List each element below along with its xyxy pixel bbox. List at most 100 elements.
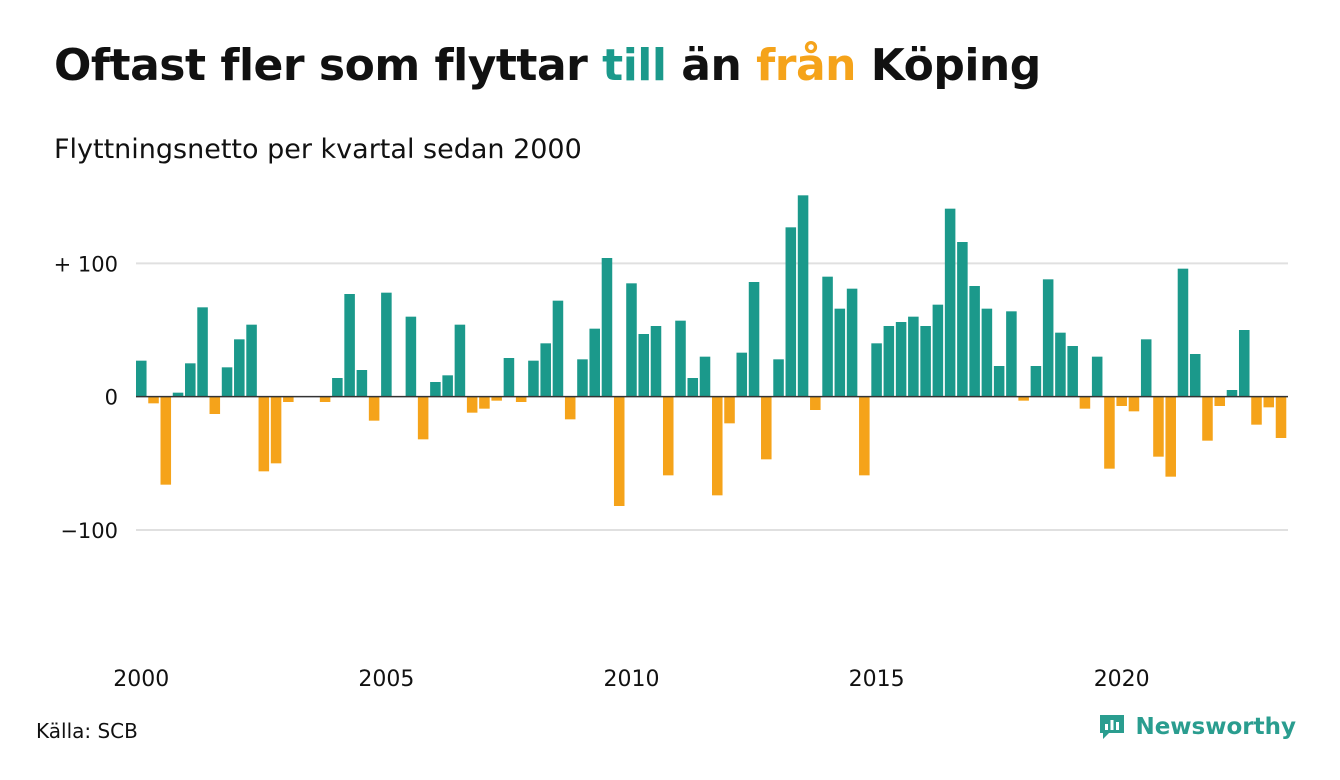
bar (1153, 396, 1164, 457)
bar (761, 396, 772, 460)
bar (1128, 396, 1140, 412)
bar (552, 300, 564, 397)
x-tick-label: 2005 (358, 667, 414, 692)
bar (993, 366, 1005, 397)
bar (601, 258, 613, 397)
bar (466, 396, 478, 413)
bar (185, 363, 196, 397)
y-tick-label: + 100 (54, 252, 118, 276)
bar (957, 242, 968, 397)
bar (1042, 279, 1054, 397)
bar (148, 396, 159, 404)
bar (528, 360, 539, 397)
bar (479, 396, 490, 409)
bar (209, 396, 221, 414)
bar-chart: + 100 0 −100 2000 2005 2010 2015 2020 (54, 195, 1288, 692)
bar (944, 208, 956, 397)
bar (1091, 356, 1103, 397)
bar (1104, 396, 1115, 469)
bar (405, 316, 417, 397)
bar (662, 396, 674, 476)
gridlines (136, 262, 1288, 531)
title-part-2: än (666, 40, 757, 91)
bar (883, 326, 895, 397)
brand-name: Newsworthy (1135, 714, 1296, 740)
x-tick-label: 2015 (849, 667, 905, 692)
bar (895, 322, 907, 397)
bar (1275, 396, 1287, 438)
bar (234, 339, 245, 397)
bar (1189, 354, 1201, 397)
bar (846, 288, 858, 397)
bar (491, 396, 502, 401)
bar (503, 358, 515, 397)
x-axis-labels: 2000 2005 2010 2015 2020 (113, 667, 1149, 692)
bar (650, 326, 662, 397)
bar (1177, 268, 1189, 397)
bar (969, 286, 980, 397)
bar (822, 276, 833, 397)
bar (515, 396, 527, 402)
bar (564, 396, 576, 420)
chart-title: Oftast fler som flyttar till än från Köp… (54, 40, 1041, 91)
bar (699, 356, 711, 397)
bar (687, 378, 699, 397)
bar (748, 282, 760, 397)
bar (736, 352, 748, 397)
bar (871, 343, 882, 397)
bar (785, 227, 797, 397)
bar (932, 304, 944, 397)
bar (246, 324, 257, 397)
y-tick-label: 0 (105, 386, 118, 410)
bar (283, 396, 294, 402)
bar (197, 307, 208, 397)
bar (626, 283, 637, 397)
bar (136, 360, 147, 397)
source-note: Källa: SCB (36, 719, 138, 743)
bar (712, 396, 723, 496)
bar (859, 396, 870, 476)
x-tick-label: 2010 (603, 667, 659, 692)
bar (1214, 396, 1226, 406)
bar (675, 320, 686, 397)
bar (1030, 366, 1042, 397)
bar (430, 382, 441, 397)
bar (442, 375, 453, 397)
bar (160, 396, 172, 485)
bar (1263, 396, 1275, 408)
bar (1202, 396, 1213, 441)
title-part-3: Köping (855, 40, 1041, 91)
bar (810, 396, 821, 410)
bar (1238, 330, 1250, 397)
bar (577, 359, 588, 397)
bar (454, 324, 466, 397)
bar (356, 370, 368, 397)
bar (417, 396, 429, 440)
bar (920, 326, 931, 397)
bar (613, 396, 625, 506)
bar (1165, 396, 1176, 477)
bar (1140, 339, 1152, 397)
bar (1251, 396, 1262, 425)
bar (908, 316, 919, 397)
bar (981, 308, 993, 397)
bar (724, 396, 735, 424)
newsworthy-logo-icon (1100, 715, 1125, 739)
y-axis-labels: + 100 0 −100 (54, 252, 118, 543)
bar (638, 334, 650, 397)
bar (332, 378, 343, 397)
bar (319, 396, 331, 402)
bar (221, 367, 233, 397)
bar (381, 292, 392, 397)
title-part-1: Oftast fler som flyttar (54, 40, 603, 91)
x-tick-label: 2020 (1094, 667, 1150, 692)
x-tick-label: 2000 (113, 667, 169, 692)
y-tick-label: −100 (60, 519, 118, 543)
bar (368, 396, 380, 421)
bar (1055, 332, 1066, 397)
bar (344, 294, 355, 397)
bar (773, 359, 784, 397)
bar (1116, 396, 1127, 406)
bar (1006, 311, 1017, 397)
bar (1079, 396, 1091, 409)
